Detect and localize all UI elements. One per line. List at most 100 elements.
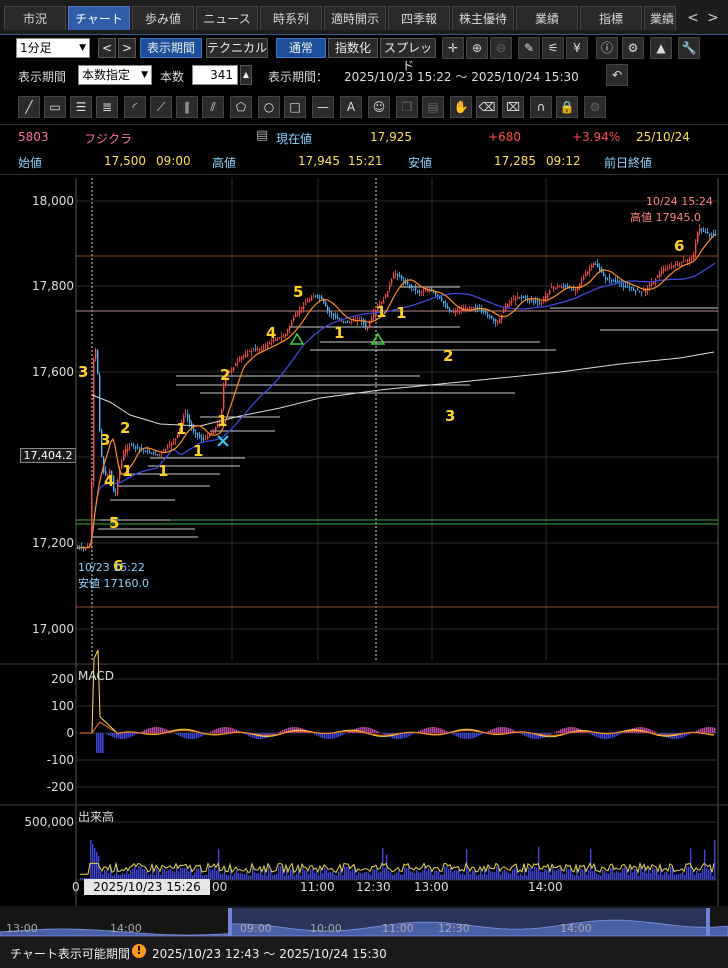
eraser-all-icon[interactable]: ⌧ <box>502 96 524 118</box>
gann-icon[interactable]: ⟋ <box>150 96 172 118</box>
pentagon-icon[interactable]: ⬠ <box>230 96 252 118</box>
rectangle-icon[interactable]: □ <box>284 96 306 118</box>
macd-hist-bar <box>378 731 380 733</box>
trendline-icon[interactable]: ╱ <box>18 96 40 118</box>
yen-icon[interactable]: ¥ <box>566 37 588 59</box>
candles-icon[interactable]: ⚟ <box>542 37 564 59</box>
macd-hist-bar <box>312 733 314 734</box>
volume-bar <box>214 866 216 880</box>
tab-prev-button[interactable]: < <box>687 10 699 26</box>
index-button[interactable]: 指数化 <box>328 38 378 58</box>
text-icon[interactable]: A <box>340 96 362 118</box>
candle-body <box>111 470 113 477</box>
time-axis-label: 14:00 <box>528 880 563 894</box>
parallel-lines-icon[interactable]: ∥ <box>176 96 198 118</box>
macd-hist-bar <box>374 729 376 733</box>
fibonacci-icon[interactable]: ≣ <box>96 96 118 118</box>
volume-bar <box>460 874 462 880</box>
candle-body <box>93 359 95 483</box>
candle-body <box>205 436 207 438</box>
eraser-icon[interactable]: ⌫ <box>476 96 498 118</box>
macd-hist-bar <box>226 727 228 733</box>
navigator[interactable]: 13:00 14:00 09:00 10:00 11:00 12:30 14:0… <box>0 906 728 938</box>
volume-bar <box>678 873 680 880</box>
count-input[interactable]: 341 <box>192 65 238 85</box>
settings-icon[interactable]: ⚙ <box>584 96 606 118</box>
candle-body <box>663 269 665 271</box>
price-chart[interactable] <box>0 176 728 906</box>
ruler-icon[interactable]: ▭ <box>44 96 66 118</box>
candle-body <box>207 436 209 440</box>
tab-market[interactable]: 市況 <box>4 6 66 30</box>
horizontal-lines-icon[interactable]: ☰ <box>70 96 92 118</box>
my-settings-icon[interactable]: ⚙ <box>622 37 644 59</box>
macd-hist-bar <box>576 727 578 733</box>
smiley-icon[interactable]: ☺ <box>368 96 390 118</box>
undo-icon[interactable]: ↶ <box>606 64 628 86</box>
volume-bar <box>420 872 422 880</box>
volume-bar <box>286 867 288 880</box>
copy-icon[interactable]: ❐ <box>396 96 418 118</box>
paste-icon[interactable]: ▤ <box>422 96 444 118</box>
line-icon[interactable]: — <box>312 96 334 118</box>
macd-hist-bar <box>468 733 470 739</box>
prev-button[interactable]: < <box>98 38 116 58</box>
crosshair-icon[interactable]: ✛ <box>442 37 464 59</box>
zoom-in-icon[interactable]: ⊕ <box>466 37 488 59</box>
tab-next-button[interactable]: > <box>707 10 719 26</box>
macd-hist-bar <box>598 733 600 738</box>
interval-select[interactable]: 1分足 ▼ <box>16 38 90 58</box>
tab-indicators[interactable]: 指標 <box>580 6 642 30</box>
tab-chart[interactable]: チャート <box>68 6 130 30</box>
volume-bar <box>414 873 416 880</box>
volume-bar <box>490 871 492 880</box>
tab-timeseries[interactable]: 時系列 <box>260 6 322 30</box>
spread-button[interactable]: スプレッド <box>380 38 436 73</box>
magnet-icon[interactable]: ∩ <box>530 96 552 118</box>
macd-hist-bar <box>510 728 512 733</box>
normal-button[interactable]: 通常 <box>276 38 326 58</box>
tab-disclosure[interactable]: 適時開示 <box>324 6 386 30</box>
fan-icon[interactable]: ◜ <box>124 96 146 118</box>
candle-body <box>193 428 195 432</box>
volume-bar <box>212 869 214 880</box>
period-mode-select[interactable]: 本数指定 ▼ <box>78 65 152 85</box>
tab-tick[interactable]: 歩み値 <box>132 6 194 30</box>
tab-shikiho[interactable]: 四季報 <box>388 6 450 30</box>
next-button[interactable]: > <box>118 38 136 58</box>
candle-body <box>227 372 229 375</box>
display-period-button[interactable]: 表示期間 <box>140 38 202 58</box>
zoom-out-icon[interactable]: ⊖ <box>490 37 512 59</box>
tab-benefits[interactable]: 株主優待 <box>452 6 514 30</box>
volume-bar <box>656 870 658 880</box>
tab-news[interactable]: ニュース <box>196 6 258 30</box>
candle-body <box>333 314 335 316</box>
volume-bar <box>140 866 142 880</box>
area-chart-icon[interactable]: ▲ <box>650 37 672 59</box>
tab-results[interactable]: 業績 <box>516 6 578 30</box>
circle-icon[interactable]: ○ <box>258 96 280 118</box>
wrench-icon[interactable]: 🔧 <box>678 37 700 59</box>
volume-bar <box>248 875 250 880</box>
hand-icon[interactable]: ✋ <box>450 96 472 118</box>
lock-icon[interactable]: 🔒 <box>556 96 578 118</box>
candle-body <box>679 263 681 265</box>
volume-bar <box>412 871 414 880</box>
candle-body <box>273 340 275 342</box>
candle-body <box>313 296 315 298</box>
tab-results-2[interactable]: 業績 <box>644 6 676 30</box>
macd-hist-bar <box>634 727 636 733</box>
pen-icon[interactable]: ✎ <box>518 37 540 59</box>
candle-body <box>261 349 263 351</box>
technical-button[interactable]: テクニカル <box>206 38 268 58</box>
candle-body <box>517 296 519 299</box>
volume-bar <box>504 869 506 880</box>
macd-hist-bar <box>496 727 498 733</box>
volume-bar <box>252 866 254 880</box>
channel-icon[interactable]: ⫽ <box>202 96 224 118</box>
macd-hist-bar <box>280 731 282 733</box>
volume-bar <box>436 870 438 880</box>
count-stepper[interactable]: ▲ <box>240 65 252 85</box>
info-icon[interactable]: ⓘ <box>596 37 618 59</box>
volume-bar <box>138 866 140 880</box>
